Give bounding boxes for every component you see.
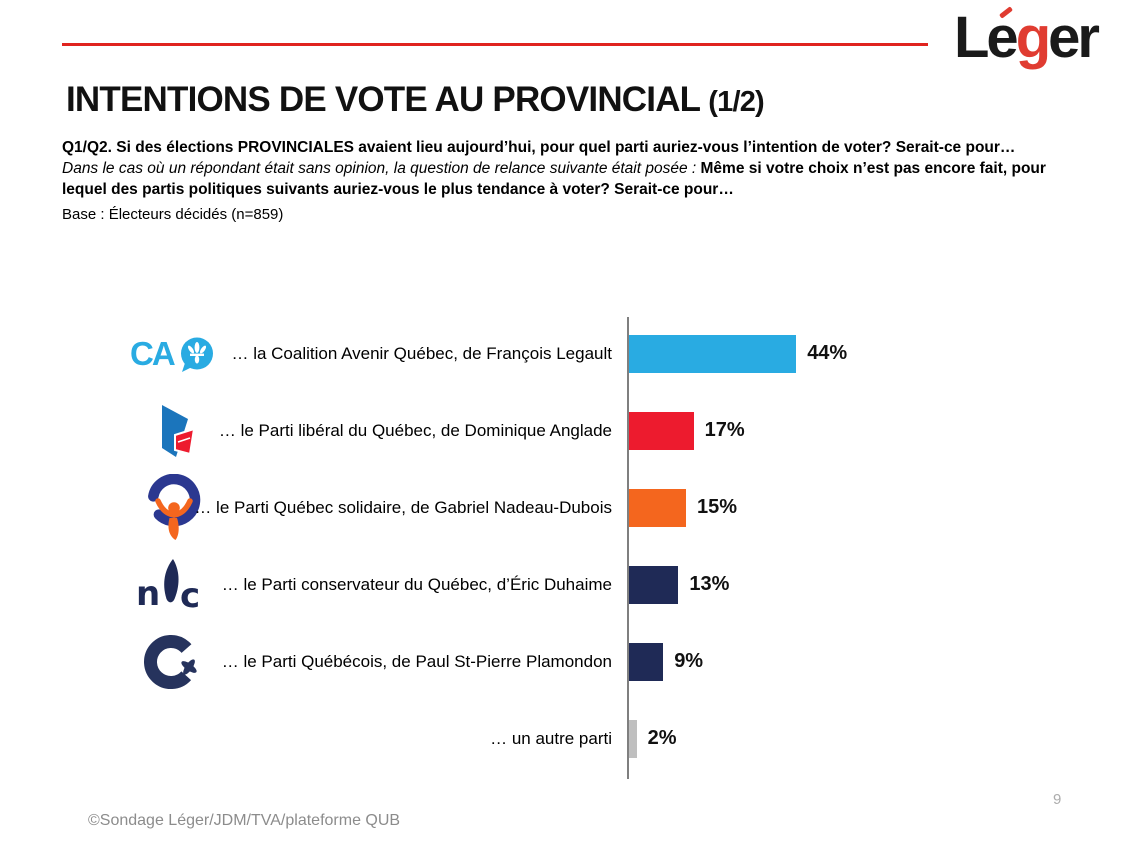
base-note: Base : Électeurs décidés (n=859) bbox=[62, 206, 284, 223]
chart-row-caq: CA … la Coalition Avenir Québec, de Fran… bbox=[0, 315, 1125, 392]
value-label-plq: 17% bbox=[704, 419, 745, 441]
value-label-autre: 2% bbox=[647, 727, 677, 749]
question-line: Q1/Q2. Si des élections PROVINCIALES ava… bbox=[62, 139, 1016, 156]
page-title-suffix: (1/2) bbox=[708, 86, 764, 118]
leger-logo-le: Le bbox=[954, 5, 1019, 70]
red-rule bbox=[62, 43, 928, 46]
chart-row-qs: … le Parti Québec solidaire, de Gabriel … bbox=[0, 469, 1125, 546]
bar-pq bbox=[629, 642, 664, 681]
leger-logo: Leger bbox=[954, 5, 1100, 70]
chart-row-pq: … le Parti Québécois, de Paul St-Pierre … bbox=[0, 623, 1125, 700]
bar-pcq bbox=[629, 565, 679, 604]
bar-autre bbox=[629, 719, 637, 758]
value-label-qs: 15% bbox=[697, 496, 738, 518]
party-label: … un autre parti bbox=[490, 728, 612, 748]
svg-text:CA: CA bbox=[131, 336, 175, 372]
party-label: … la Coalition Avenir Québec, de Françoi… bbox=[231, 343, 612, 363]
party-label: … le Parti Québec solidaire, de Gabriel … bbox=[194, 497, 612, 517]
page-number: 9 bbox=[1053, 791, 1062, 808]
leger-logo-g: g bbox=[1015, 5, 1051, 70]
value-label-pq: 9% bbox=[674, 650, 704, 672]
chart-row-autre: … un autre parti 2% bbox=[0, 700, 1125, 777]
party-label: … le Parti libéral du Québec, de Dominiq… bbox=[218, 420, 612, 440]
leger-logo-er: er bbox=[1048, 5, 1100, 70]
plq-flag-logo-icon bbox=[130, 404, 218, 458]
qs-swirl-person-logo-icon bbox=[130, 473, 218, 542]
party-label: … le Parti conservateur du Québec, d’Éri… bbox=[221, 574, 612, 594]
bar-caq bbox=[629, 334, 797, 373]
caq-logo-icon: CA bbox=[130, 336, 218, 372]
bar-plq bbox=[629, 411, 694, 450]
relance-question: Même si votre choix n’est pas encore fai… bbox=[62, 159, 1046, 198]
svg-text:c: c bbox=[180, 576, 200, 613]
relance-intro: Dans le cas où un répondant était sans o… bbox=[62, 159, 701, 177]
pq-q-fleur-logo-icon bbox=[130, 631, 218, 693]
value-label-pcq: 13% bbox=[689, 573, 730, 595]
chart-row-pcq: n c … le Parti conservateur du Québec, d… bbox=[0, 546, 1125, 623]
party-label: … le Parti Québécois, de Paul St-Pierre … bbox=[221, 651, 612, 671]
pcq-fleur-logo-icon: n c bbox=[130, 557, 218, 613]
chart-row-plq: … le Parti libéral du Québec, de Dominiq… bbox=[0, 392, 1125, 469]
bar-qs bbox=[629, 488, 686, 527]
value-label-caq: 44% bbox=[807, 342, 848, 364]
question-text: Q1/Q2. Si des élections PROVINCIALES ava… bbox=[62, 138, 1067, 200]
chart-axis-baseline bbox=[627, 317, 629, 779]
source-credit: ©Sondage Léger/JDM/TVA/plateforme QUB bbox=[88, 812, 401, 829]
svg-text:n: n bbox=[136, 574, 160, 613]
page-title: INTENTIONS DE VOTE AU PROVINCIAL (1/2) bbox=[66, 80, 765, 119]
